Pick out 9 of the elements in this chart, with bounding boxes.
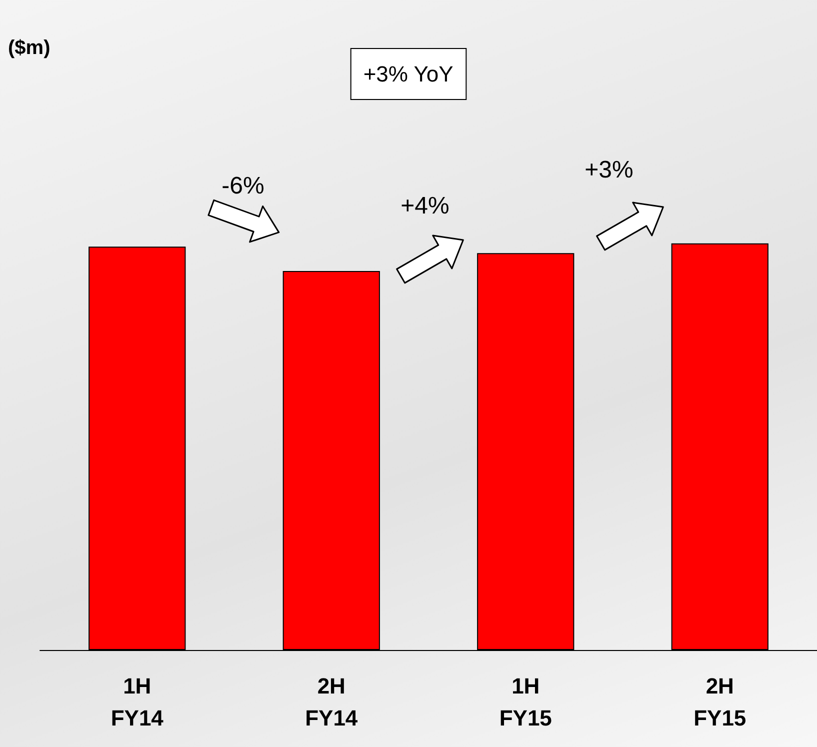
text: +3% YoY <box>363 62 454 86</box>
text: -6% <box>222 172 264 200</box>
text: +4% <box>400 192 450 220</box>
x-tick-label: 2H FY14 <box>305 674 358 730</box>
x-tick-label: 1H FY14 <box>110 674 164 730</box>
x-tick-label: 1H FY15 <box>499 674 552 730</box>
text: ($m) <box>8 37 50 59</box>
text: +3% <box>584 156 634 184</box>
x-tick-label: 2H FY15 <box>694 674 746 730</box>
